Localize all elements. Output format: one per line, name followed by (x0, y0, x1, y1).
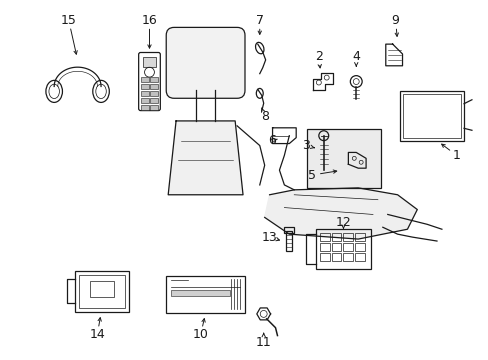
Bar (286, 231, 292, 251)
Bar (150, 84, 158, 89)
Polygon shape (168, 121, 243, 195)
Bar (355, 243, 365, 251)
Bar (166, 275, 244, 313)
Bar (141, 91, 148, 96)
Bar (150, 98, 158, 103)
Text: 4: 4 (351, 50, 360, 63)
Text: 8: 8 (260, 109, 268, 122)
Bar (142, 58, 156, 67)
FancyBboxPatch shape (166, 27, 244, 98)
Bar (315, 229, 370, 269)
Bar (402, 94, 460, 138)
Text: 16: 16 (142, 14, 157, 27)
Bar (141, 77, 148, 82)
Bar (150, 91, 158, 96)
Bar (343, 233, 352, 241)
Text: 13: 13 (261, 231, 277, 244)
Bar (319, 253, 329, 261)
Bar (319, 243, 329, 251)
Bar (331, 233, 341, 241)
Text: 15: 15 (61, 14, 77, 27)
Bar (343, 253, 352, 261)
Bar (355, 233, 365, 241)
Text: 14: 14 (89, 328, 105, 341)
Text: 2: 2 (314, 50, 322, 63)
Bar (150, 105, 158, 109)
Bar (284, 227, 294, 233)
Text: 3: 3 (302, 139, 309, 152)
Text: 11: 11 (255, 336, 271, 349)
Bar (141, 98, 148, 103)
Text: 10: 10 (192, 328, 208, 341)
Bar (343, 243, 352, 251)
Bar (331, 253, 341, 261)
Bar (355, 253, 365, 261)
Polygon shape (264, 188, 416, 239)
Bar (150, 77, 158, 82)
Bar (306, 129, 380, 188)
Bar (171, 290, 230, 296)
Text: 5: 5 (307, 168, 315, 181)
Bar (90, 282, 114, 297)
Text: 7: 7 (255, 14, 263, 27)
Bar (141, 84, 148, 89)
Text: 12: 12 (335, 216, 350, 229)
Bar (141, 105, 148, 109)
Bar (399, 91, 463, 141)
Text: 6: 6 (267, 134, 275, 147)
Bar (331, 243, 341, 251)
Bar (79, 275, 125, 308)
Bar (75, 271, 129, 312)
Bar (319, 233, 329, 241)
Text: 1: 1 (452, 149, 460, 162)
Text: 9: 9 (391, 14, 399, 27)
